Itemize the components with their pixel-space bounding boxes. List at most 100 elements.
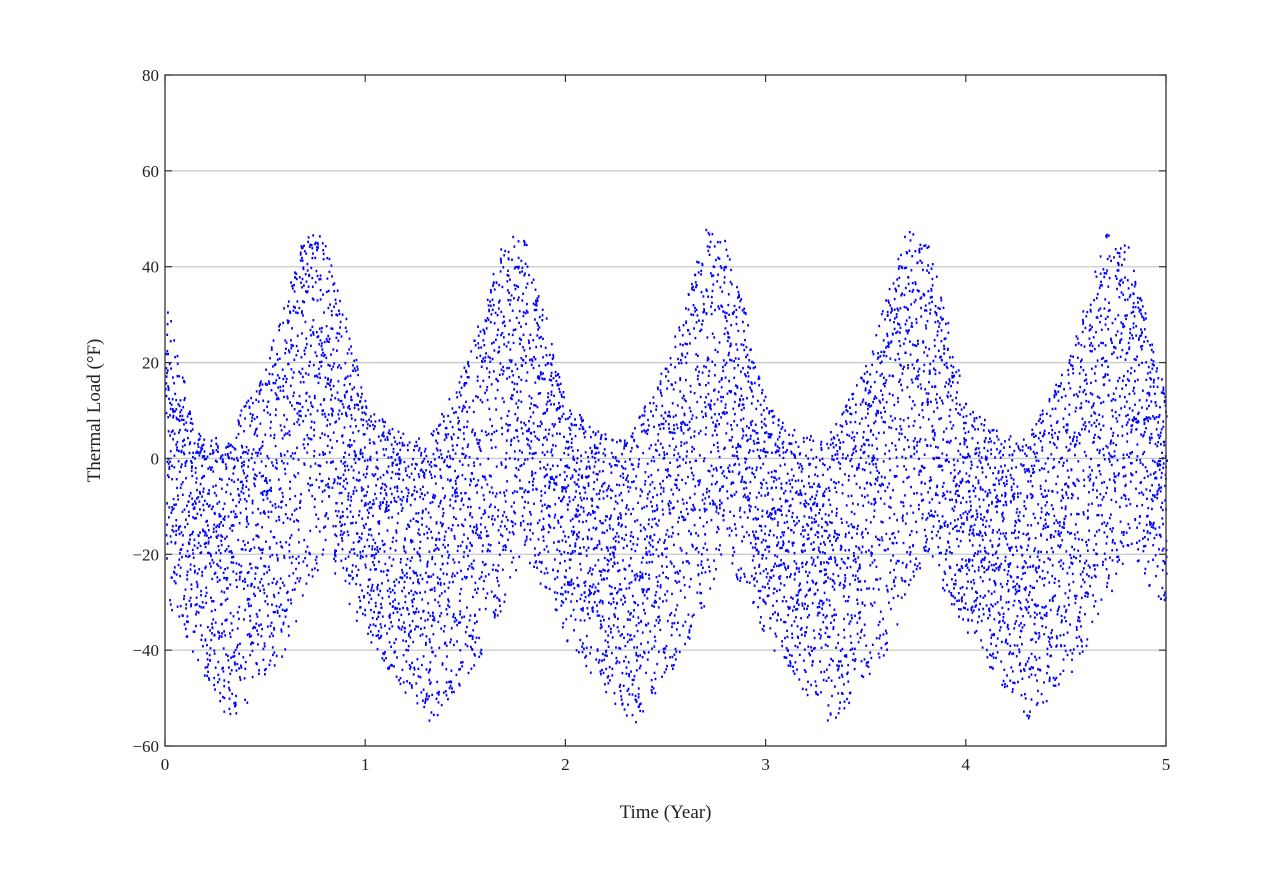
data-point	[426, 560, 429, 563]
data-point	[286, 517, 289, 520]
data-point	[453, 561, 456, 564]
data-point	[430, 473, 432, 476]
data-point	[385, 500, 388, 504]
data-point	[572, 533, 574, 536]
data-point	[308, 489, 310, 492]
data-point	[597, 473, 599, 476]
data-point	[536, 299, 539, 302]
data-point	[471, 472, 474, 475]
data-point	[280, 429, 283, 432]
data-point	[253, 482, 256, 485]
data-point	[220, 590, 223, 593]
data-point	[645, 561, 648, 564]
data-point	[333, 478, 336, 481]
data-point	[232, 524, 235, 527]
data-point	[191, 461, 193, 464]
data-point	[355, 478, 358, 481]
data-point	[668, 500, 671, 503]
data-point	[378, 532, 380, 535]
data-point	[541, 443, 544, 446]
data-point	[368, 593, 371, 597]
data-point	[677, 520, 679, 524]
data-point	[309, 243, 312, 246]
data-point	[330, 309, 333, 313]
data-point	[254, 431, 257, 434]
data-point	[188, 554, 191, 558]
data-point	[653, 601, 656, 604]
data-point	[415, 607, 418, 610]
data-point	[435, 428, 438, 431]
data-point	[417, 610, 420, 614]
data-point	[290, 534, 293, 537]
data-point	[259, 422, 262, 425]
data-point	[253, 417, 256, 421]
data-point	[603, 531, 606, 535]
data-point	[696, 400, 699, 404]
data-point	[489, 418, 492, 421]
data-point	[482, 512, 485, 516]
data-point	[676, 458, 679, 462]
data-point	[561, 405, 564, 408]
data-point	[438, 690, 440, 694]
data-point	[483, 579, 485, 583]
data-point	[650, 444, 652, 447]
data-point	[499, 525, 502, 528]
data-point	[666, 452, 668, 455]
data-point	[332, 525, 335, 528]
data-point	[601, 615, 604, 618]
data-point	[682, 458, 685, 461]
data-point	[204, 666, 207, 669]
data-point	[570, 412, 573, 416]
data-point	[562, 391, 565, 394]
data-point	[365, 555, 368, 558]
data-point	[264, 433, 267, 436]
data-point	[345, 330, 348, 333]
data-point	[685, 552, 688, 555]
data-point	[539, 420, 542, 423]
data-point	[433, 458, 436, 461]
data-point	[653, 487, 656, 490]
data-point	[299, 381, 302, 384]
data-point	[665, 367, 668, 371]
data-point	[352, 515, 354, 518]
data-point	[625, 478, 627, 482]
data-point	[187, 510, 190, 513]
data-point	[521, 364, 523, 367]
data-point	[382, 448, 385, 451]
data-point	[425, 643, 427, 646]
data-point	[251, 499, 254, 502]
data-point	[561, 489, 564, 492]
data-point	[179, 566, 182, 569]
data-point	[718, 341, 721, 344]
data-point	[568, 566, 571, 570]
data-point	[419, 574, 422, 577]
data-point	[348, 337, 351, 340]
data-point	[536, 521, 539, 525]
data-point	[336, 482, 339, 485]
data-point	[609, 527, 612, 530]
data-point	[465, 545, 468, 548]
data-point	[325, 337, 328, 341]
data-point	[634, 520, 636, 523]
data-point	[359, 557, 362, 560]
data-point	[428, 550, 431, 553]
data-point	[172, 414, 175, 417]
data-point	[328, 486, 331, 489]
data-point	[611, 636, 614, 639]
data-point	[195, 624, 197, 628]
data-point	[455, 391, 458, 394]
data-point	[682, 516, 685, 519]
data-point	[353, 486, 356, 489]
data-point	[648, 587, 650, 591]
data-point	[551, 454, 554, 457]
data-point	[587, 594, 590, 597]
data-point	[605, 649, 608, 652]
data-point	[701, 319, 704, 322]
data-point	[700, 571, 703, 575]
data-point	[643, 588, 645, 591]
data-point	[324, 353, 326, 357]
data-point	[597, 590, 600, 593]
data-point	[406, 444, 409, 447]
data-point	[166, 557, 168, 560]
data-point	[326, 418, 329, 422]
